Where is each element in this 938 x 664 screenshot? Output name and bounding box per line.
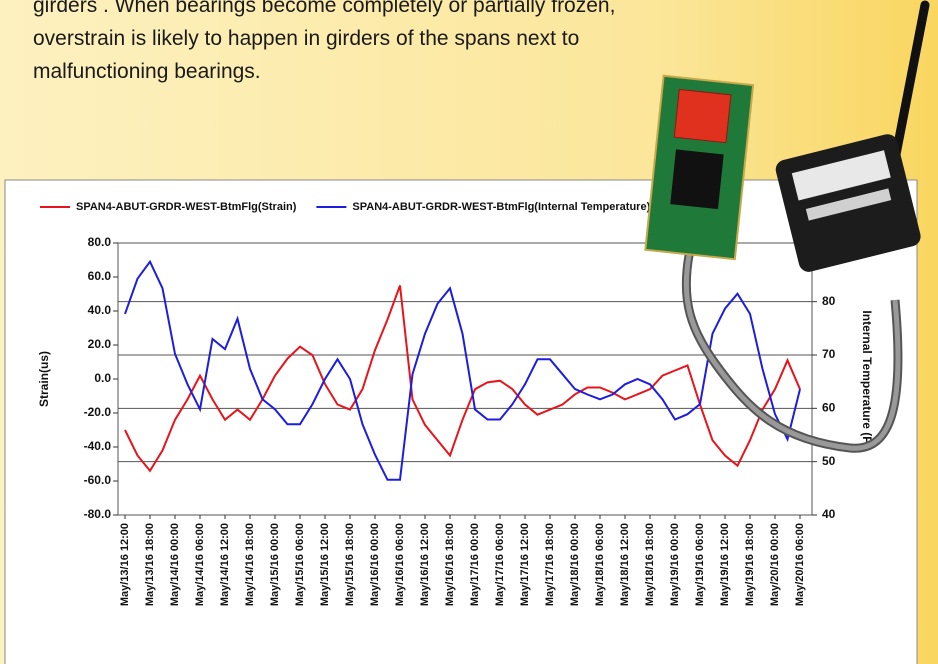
- sensor-barcode: [805, 188, 892, 221]
- paragraph-line: overstrain is likely to happen in girder…: [33, 27, 579, 50]
- x-tick-label: May/16/16 18:00: [444, 523, 456, 606]
- y2-tick-label: 70: [822, 347, 836, 361]
- x-tick-label: May/19/16 00:00: [669, 523, 681, 606]
- x-tick-label: May/17/16 12:00: [519, 523, 531, 606]
- x-tick-label: May/19/16 06:00: [694, 523, 706, 606]
- y-tick-label: 60.0: [88, 269, 112, 283]
- chart: -80.0 -60.0 -40.0 -20.0 0.0 20.0 40.0 60.0 80.0 4…: [37, 201, 874, 606]
- x-tick-label: May/14/16 12:00: [219, 523, 231, 606]
- x-tick-label: May/17/16 18:00: [544, 523, 556, 606]
- y2-tick-label: 40: [822, 507, 836, 521]
- paragraph-line: girders . When bearings become completel…: [33, 0, 615, 17]
- x-tick-label: May/18/16 12:00: [619, 523, 631, 606]
- x-tick-label: May/18/16 18:00: [644, 523, 656, 606]
- y2-tick-label: 80: [822, 294, 836, 308]
- x-tick-label: May/18/16 00:00: [569, 523, 581, 606]
- x-tick-label: May/15/16 18:00: [344, 523, 356, 606]
- y2-tick-label: 60: [822, 401, 836, 415]
- x-tick-label: May/20/16 00:00: [769, 523, 781, 606]
- legend-label: SPAN4-ABUT-GRDR-WEST-BtmFlg(Internal Tem…: [352, 201, 650, 213]
- y-tick-label: 0.0: [94, 371, 111, 385]
- x-tick-label: May/16/16 00:00: [369, 523, 381, 606]
- x-tick-label: May/15/16 06:00: [294, 523, 306, 606]
- series-line: [124, 259, 801, 481]
- x-tick-label: May/18/16 06:00: [594, 523, 606, 606]
- y-tick-label: 80.0: [88, 235, 112, 249]
- series-line: [124, 285, 801, 473]
- y2-tick-label: 50: [822, 454, 836, 468]
- antenna: [888, 0, 930, 175]
- y-tick-label: -20.0: [84, 405, 112, 419]
- paragraph-line: malfunctioning bearings.: [33, 60, 261, 83]
- cable: [683, 249, 901, 451]
- x-tick-label: May/17/16 00:00: [469, 523, 481, 606]
- x-tick-label: May/19/16 12:00: [719, 523, 731, 606]
- x-tick-label: May/14/16 18:00: [244, 523, 256, 606]
- legend-label: SPAN4-ABUT-GRDR-WEST-BtmFlg(Strain): [76, 201, 297, 213]
- x-tick-label: May/13/16 12:00: [119, 523, 131, 606]
- y-tick-label: -80.0: [84, 507, 112, 521]
- x-tick-label: May/13/16 18:00: [144, 523, 156, 606]
- chip: [673, 88, 732, 144]
- y-axis-label: Strain(us): [37, 351, 51, 407]
- y-tick-label: 20.0: [88, 337, 112, 351]
- x-tick-label: May/16/16 06:00: [394, 523, 406, 606]
- x-tick-label: May/20/16 06:00: [794, 523, 806, 606]
- x-tick-label: May/15/16 12:00: [319, 523, 331, 606]
- sensor-label: [791, 150, 891, 201]
- x-tick-label: May/14/16 06:00: [194, 523, 206, 606]
- x-tick-label: May/16/16 12:00: [419, 523, 431, 606]
- y-tick-label: 40.0: [88, 303, 112, 317]
- x-tick-label: May/14/16 00:00: [169, 523, 181, 606]
- y-tick-label: -40.0: [84, 439, 112, 453]
- connector: [670, 149, 724, 210]
- sensor-photo: [644, 0, 930, 453]
- y2-axis-label: Internal Temperature (F): [860, 310, 874, 447]
- x-tick-label: May/15/16 00:00: [269, 523, 281, 606]
- x-tick-label: May/19/16 18:00: [744, 523, 756, 606]
- x-tick-label: May/17/16 06:00: [494, 523, 506, 606]
- y-tick-label: -60.0: [84, 473, 112, 487]
